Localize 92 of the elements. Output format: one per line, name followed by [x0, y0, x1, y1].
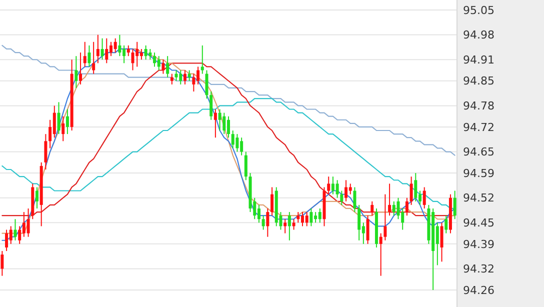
candlestick	[340, 190, 344, 206]
candlestick	[79, 52, 82, 85]
candlestick	[179, 70, 182, 85]
candlestick	[62, 116, 65, 142]
y-tick-label: 94.32	[463, 262, 494, 276]
candlestick	[366, 215, 370, 244]
candlestick	[105, 38, 108, 64]
candlestick	[148, 48, 152, 60]
candlestick	[192, 73, 196, 92]
candlestick	[114, 38, 117, 54]
candlestick	[96, 34, 100, 64]
y-tick-label: 95.05	[463, 4, 494, 17]
candlestick	[384, 194, 387, 241]
candlestick	[35, 186, 38, 209]
candlestick	[131, 48, 134, 71]
candlestick	[284, 218, 287, 234]
candlestick	[74, 56, 78, 88]
candlestick	[348, 183, 352, 195]
y-tick-label: 94.45	[463, 216, 494, 230]
candlestick	[257, 204, 260, 224]
y-tick-label: 94.65	[463, 146, 494, 159]
candlestick	[266, 208, 270, 238]
candlestick	[100, 38, 104, 60]
candlestick	[270, 186, 274, 216]
candlestick	[66, 108, 69, 135]
candlestick	[231, 130, 234, 149]
candlestick	[144, 44, 148, 60]
candlestick	[183, 70, 186, 85]
y-tick-label: 94.59	[463, 166, 494, 180]
candlestick	[88, 44, 91, 68]
candlestick	[370, 200, 374, 216]
candlestick	[422, 186, 426, 209]
candlestick	[318, 208, 322, 224]
candlestick	[405, 197, 408, 216]
candlestick	[222, 112, 226, 135]
candlestick	[52, 105, 56, 138]
candlestick	[414, 172, 418, 202]
candlestick	[288, 212, 291, 241]
candlestick	[174, 70, 178, 82]
candlestick	[14, 218, 17, 241]
y-tick-label: 94.91	[463, 53, 494, 66]
candlestick	[236, 134, 239, 152]
candlestick	[0, 250, 4, 276]
candlestick	[5, 229, 8, 252]
candlestick	[392, 200, 396, 216]
candlestick	[214, 108, 217, 138]
candlestick	[153, 52, 156, 68]
candlestick	[126, 44, 130, 57]
candlestick	[210, 91, 213, 120]
candlestick	[244, 151, 248, 181]
candlestick	[157, 56, 160, 71]
y-tick-label: 94.72	[463, 120, 494, 134]
candlestick	[44, 134, 48, 170]
candlestick	[170, 73, 174, 85]
candlestick	[379, 232, 382, 276]
candlestick	[292, 218, 296, 230]
y-tick-label: 94.26	[463, 284, 494, 297]
candlestick	[262, 215, 265, 230]
y-tick-label: 94.39	[463, 238, 494, 251]
y-tick-label: 94.98	[463, 28, 494, 42]
candlestick	[358, 204, 361, 241]
candlestick	[336, 180, 339, 198]
candlestick	[92, 41, 96, 74]
candlestick	[344, 180, 348, 202]
y-tick-label: 94.52	[463, 192, 494, 205]
candlestick	[396, 197, 400, 220]
candlestick	[26, 208, 30, 238]
candlestick	[388, 183, 392, 216]
candlestick	[18, 226, 22, 244]
candlestick	[205, 70, 208, 100]
candlestick	[305, 212, 308, 227]
candlestick	[140, 48, 143, 60]
line-series	[2, 44, 456, 156]
candlestick	[200, 44, 204, 74]
candlestick	[310, 208, 313, 227]
candlestick	[440, 222, 444, 262]
candlestick	[444, 215, 448, 234]
candlestick	[327, 176, 330, 195]
candlestick	[9, 226, 12, 244]
candlestick	[188, 70, 191, 82]
candlestick	[410, 176, 413, 206]
y-tick-label: 94.78	[463, 100, 494, 113]
candlestick	[162, 59, 165, 74]
candlestick	[296, 212, 300, 224]
candlestick	[118, 34, 122, 57]
candlestick	[218, 108, 222, 132]
candlestick	[353, 186, 356, 213]
candlestick	[166, 56, 170, 78]
y-tick-label: 94.85	[463, 74, 494, 88]
candlestick	[57, 102, 60, 135]
candlestick	[83, 41, 86, 68]
candlestick	[453, 190, 456, 220]
